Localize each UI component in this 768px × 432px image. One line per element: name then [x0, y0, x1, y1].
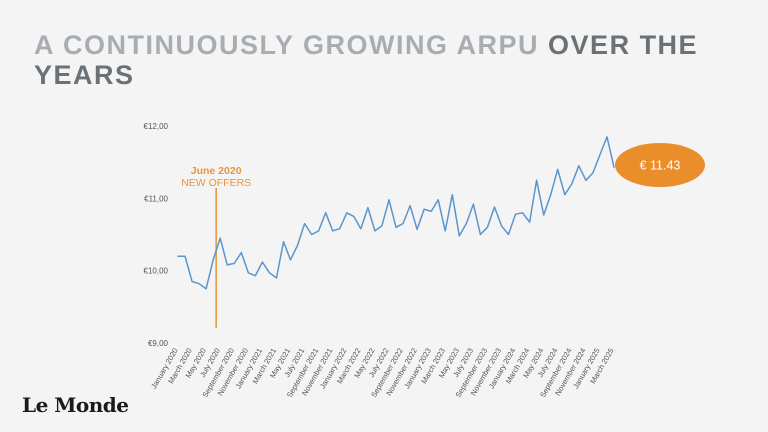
data-point: [486, 226, 488, 228]
data-point: [444, 230, 446, 232]
data-point: [310, 233, 312, 235]
data-point: [395, 226, 397, 228]
data-point: [550, 194, 552, 196]
annotation-label-date: June 2020: [191, 165, 242, 177]
data-point: [416, 228, 418, 230]
data-point: [388, 199, 390, 201]
data-point: [205, 288, 207, 290]
data-point: [557, 168, 559, 170]
data-point: [423, 208, 425, 210]
data-point: [402, 222, 404, 224]
arpu-series-line: [177, 136, 615, 290]
annotation-label-text: NEW OFFERS: [181, 177, 251, 189]
value-callout-label: € 11.43: [640, 159, 681, 173]
data-point: [535, 179, 537, 181]
data-point: [289, 259, 291, 261]
data-point: [324, 212, 326, 214]
data-point: [479, 233, 481, 235]
data-point: [472, 203, 474, 205]
data-point: [465, 222, 467, 224]
data-point: [528, 221, 530, 223]
title-part-dark: OVER THE YEARS: [34, 30, 699, 90]
data-point: [613, 166, 615, 168]
data-point: [360, 228, 362, 230]
value-callout-bubble: [615, 143, 705, 187]
data-point: [346, 212, 348, 214]
data-point: [564, 194, 566, 196]
data-point: [578, 165, 580, 167]
y-tick-label: €10,00: [144, 267, 169, 276]
data-point: [198, 282, 200, 284]
data-point: [381, 225, 383, 227]
data-point: [606, 136, 608, 138]
data-point: [184, 255, 186, 257]
data-point: [493, 206, 495, 208]
data-point: [599, 154, 601, 156]
data-point: [507, 233, 509, 235]
data-point: [317, 230, 319, 232]
data-point: [296, 244, 298, 246]
data-point: [303, 222, 305, 224]
data-point: [191, 280, 193, 282]
data-point: [240, 251, 242, 253]
data-point: [521, 212, 523, 214]
data-point: [430, 210, 432, 212]
data-point: [374, 230, 376, 232]
le-monde-logo: Le Monde: [22, 393, 129, 417]
y-tick-label: €11,00: [144, 194, 168, 203]
data-point: [233, 262, 235, 264]
data-point: [585, 179, 587, 181]
data-point: [261, 261, 263, 263]
data-point: [254, 275, 256, 277]
data-point: [514, 213, 516, 215]
data-point: [458, 235, 460, 237]
title-part-light: A CONTINUOUSLY GROWING ARPU: [34, 30, 540, 60]
data-point: [275, 277, 277, 279]
data-point: [542, 214, 544, 216]
data-point: [339, 228, 341, 230]
data-point: [451, 194, 453, 196]
data-point: [177, 255, 179, 257]
data-point: [592, 172, 594, 174]
data-point: [226, 264, 228, 266]
data-point: [219, 237, 221, 239]
data-point: [268, 272, 270, 274]
data-point: [409, 204, 411, 206]
data-point: [367, 207, 369, 209]
data-point: [212, 259, 214, 261]
y-tick-label: €9,00: [148, 339, 169, 348]
data-point: [282, 241, 284, 243]
data-point: [353, 215, 355, 217]
data-point: [247, 272, 249, 274]
data-point: [437, 199, 439, 201]
data-point: [500, 225, 502, 227]
data-point: [571, 183, 573, 185]
y-tick-label: €12,00: [144, 122, 169, 131]
data-point: [332, 230, 334, 232]
page-title: A CONTINUOUSLY GROWING ARPU OVER THE YEA…: [34, 30, 734, 90]
